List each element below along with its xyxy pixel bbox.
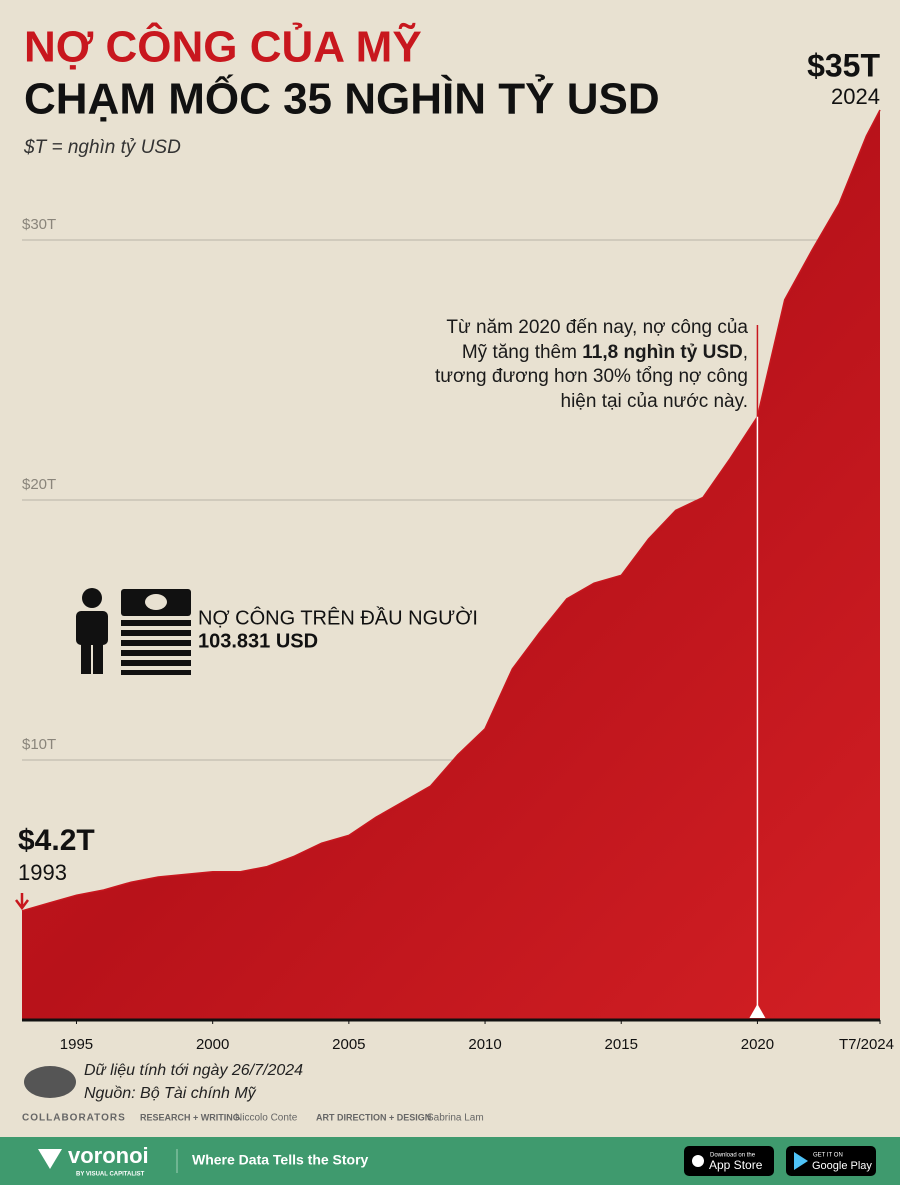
credits-name: Niccolo Conte [235, 1113, 298, 1124]
x-tick-label: 2020 [741, 1036, 774, 1053]
start-year: 1993 [18, 860, 67, 885]
x-tick-label: 1995 [60, 1036, 93, 1053]
app-store-top[interactable]: Download on the [710, 1153, 756, 1159]
end-value: $35T [807, 47, 880, 83]
logo-mark [24, 1066, 76, 1098]
tagline: Where Data Tells the Story [192, 1152, 369, 1168]
y-tick-label: $20T [22, 476, 56, 493]
annotation-text: , tương đương hơn 30% tổng nợ công hiện … [435, 341, 748, 413]
note: Nguồn: Bộ Tài chính Mỹ [84, 1085, 257, 1102]
google-play-button[interactable]: GET IT ON Google Play [786, 1146, 876, 1176]
area-edge [21, 109, 881, 912]
footer: voronoi BY VISUAL CAPITALIST Where Data … [0, 1137, 900, 1185]
start-value: $4.2T [18, 824, 95, 857]
x-tick-label: 2005 [332, 1036, 365, 1053]
google-play-bg[interactable] [786, 1146, 876, 1176]
credits-name: Sabrina Lam [427, 1113, 484, 1124]
google-play-top[interactable]: GET IT ON [813, 1153, 843, 1159]
annotation: Từ năm 2020 đến nay, nợ công của Mỹ tăng… [418, 316, 748, 415]
brand-sub: BY VISUAL CAPITALIST [76, 1172, 145, 1178]
x-tick-label: 2000 [196, 1036, 229, 1053]
credits-role: RESEARCH + WRITING [140, 1112, 240, 1122]
x-tick-label: T7/2024 [839, 1036, 894, 1053]
credits-role: ART DIRECTION + DESIGN [316, 1112, 431, 1122]
credits-label: COLLABORATORS [22, 1113, 126, 1124]
x-tick-label: 2010 [468, 1036, 501, 1053]
footer-graphics: voronoi BY VISUAL CAPITALIST Where Data … [38, 1143, 876, 1178]
annotation-text: Từ năm 2020 đến nay, nợ công của Mỹ tăng… [446, 317, 748, 363]
person-icon [76, 588, 108, 674]
brand: voronoi [68, 1143, 149, 1168]
x-tick-label: 2015 [605, 1036, 638, 1053]
app-store-button[interactable]: Download on the App Store [684, 1146, 774, 1176]
annotation-pointer [749, 1004, 766, 1018]
end-year: 2024 [831, 84, 880, 109]
app-store-bg[interactable] [684, 1146, 774, 1176]
per-capita-label: NỢ CÔNG TRÊN ĐẦU NGƯỜI [198, 606, 478, 629]
start-arrow [15, 893, 29, 911]
per-capita-value: 103.831 USD [198, 630, 318, 652]
title: NỢ CÔNG CỦA MỸ [24, 21, 422, 72]
chart: $10T $20T $30T 1995 2000 2005 2010 2015 2020 T7/… [15, 21, 894, 1124]
annotation-bold: 11,8 nghìn tỷ USD [582, 341, 743, 363]
google-play-label[interactable]: Google Play [812, 1160, 872, 1172]
note: Dữ liệu tính tới ngày 26/7/2024 [84, 1062, 303, 1079]
y-tick-label: $30T [22, 216, 56, 233]
brand-logo [38, 1149, 62, 1169]
y-tick-label: $10T [22, 736, 56, 753]
area-fill [22, 110, 880, 1020]
subtitle: $T = nghìn tỷ USD [23, 137, 181, 158]
title: CHẠM MỐC 35 NGHÌN TỶ USD [24, 73, 660, 124]
app-store-label[interactable]: App Store [709, 1158, 763, 1172]
money-icon [121, 589, 191, 675]
